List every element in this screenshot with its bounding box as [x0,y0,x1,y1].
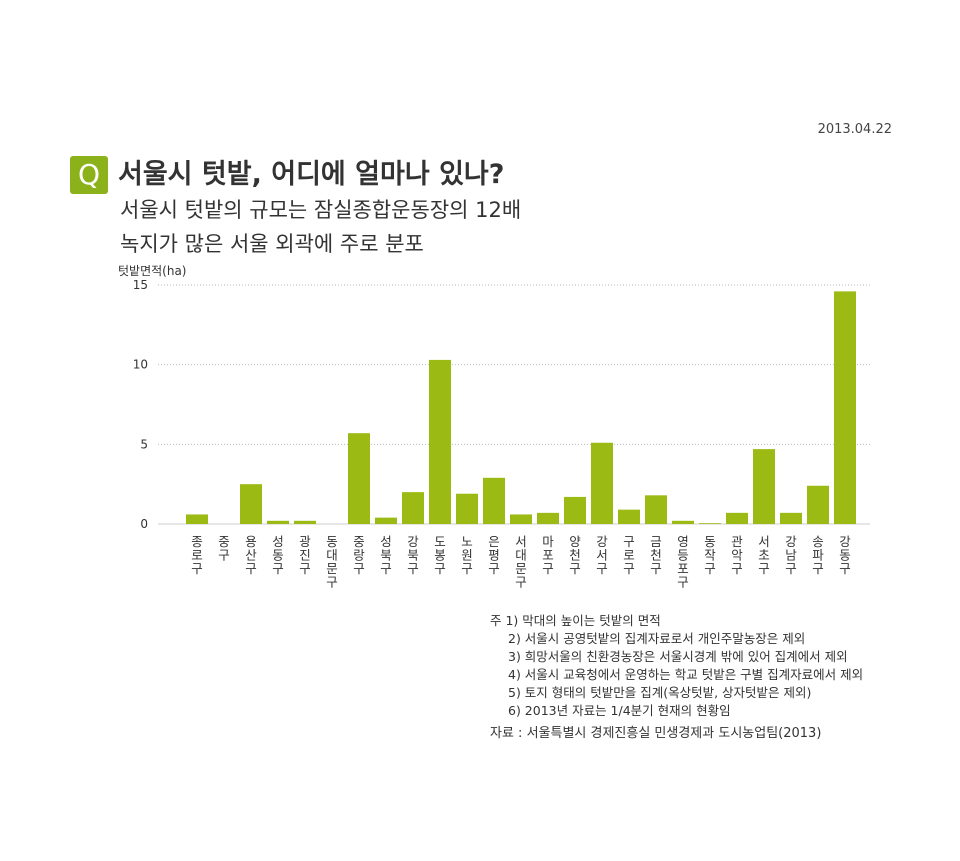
bar [240,484,262,524]
bar [267,520,289,524]
bar [402,492,424,524]
bar [537,512,559,524]
subtitle-line-2: 녹지가 많은 서울 외곽에 주로 분포 [120,232,424,256]
bar [591,442,613,524]
date-label: 2013.04.22 [817,122,892,137]
bar [294,520,316,524]
footnote-4: 4) 서울시 교육청에서 운영하는 학교 텃밭은 구별 집계자료에서 제외 [508,667,864,682]
bar [807,485,829,524]
source-note: 자료 : 서울특별시 경제진흥실 민생경제과 도시농업팀(2013) [490,726,822,741]
y-tick-label: 10 [133,358,148,372]
subtitle-line-1: 서울시 텃밭의 규모는 잠실종합운동장의 12배 [120,198,522,222]
footnote-1: 주 1) 막대의 높이는 텃밭의 면적 [490,613,661,628]
bar [753,449,775,524]
y-axis-label: 텃밭면적(ha) [118,264,187,278]
bar [186,514,208,524]
bar [834,291,856,524]
bar [618,509,640,524]
bar [726,512,748,524]
footnotes: 주 1) 막대의 높이는 텃밭의 면적 2) 서울시 공영텃밭의 집계자료로서 … [490,612,863,720]
footnote-2: 2) 서울시 공영텃밭의 집계자료로서 개인주말농장은 제외 [508,631,806,646]
y-tick-label: 15 [133,278,148,292]
bar [672,520,694,524]
bar-chart: 0 5 10 15 종 로 구 중 구 용 산 구 성 동 구 광 진 구 동 대 문 구 중 랑 구 성 북 구 강 북 구 도 봉 구 노 원 구 은… [133,278,870,590]
bar [645,495,667,524]
bar [699,523,721,524]
bar [510,514,532,524]
footnote-5: 5) 토지 형태의 텃밭만을 집계(옥상텃밭, 상자텃밭은 제외) [508,685,812,700]
bar [456,493,478,524]
bar [780,512,802,524]
q-badge: Q [70,156,108,194]
bar [483,477,505,524]
bar [564,496,586,524]
page-title: 서울시 텃밭, 어디에 얼마나 있나? [118,159,505,190]
bar [348,433,370,524]
footnote-3: 3) 희망서울의 친환경농장은 서울시경계 밖에 있어 집계에서 제외 [508,649,848,664]
footnote-6: 6) 2013년 자료는 1/4분기 현재의 현황임 [508,703,731,718]
bar [375,517,397,524]
y-tick-label: 5 [140,437,148,451]
bar [429,359,451,524]
y-tick-label: 0 [140,517,148,531]
